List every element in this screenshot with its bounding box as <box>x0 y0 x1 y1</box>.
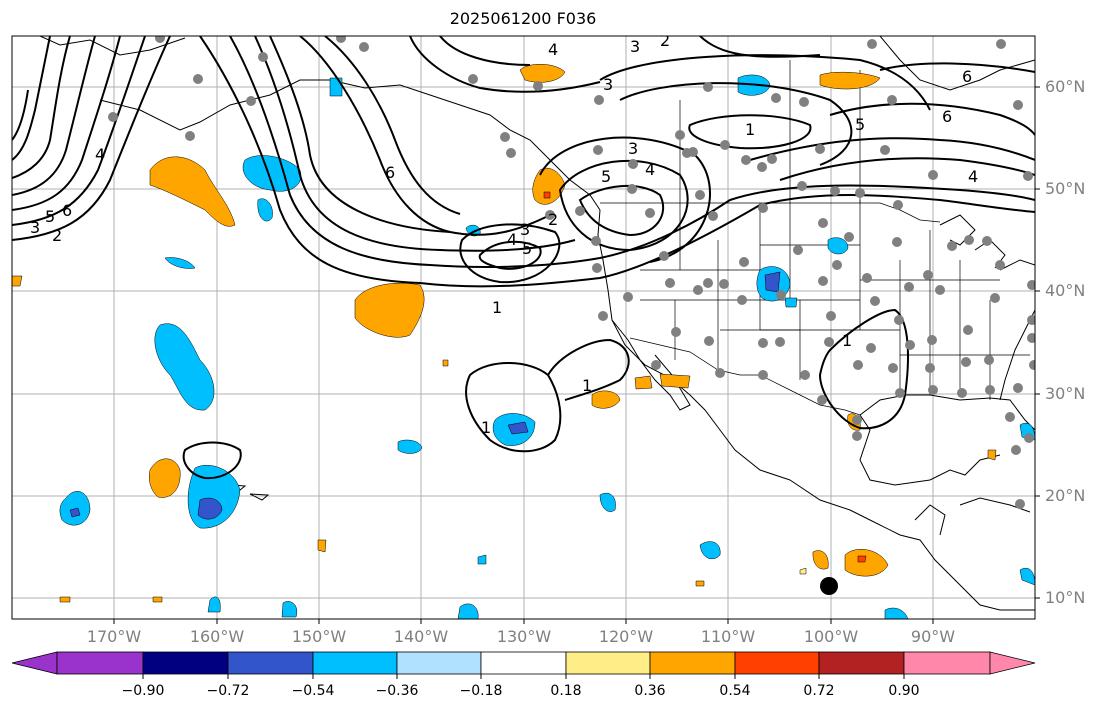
colorbar-segment <box>56 651 144 675</box>
lat-label-40: 40°N <box>1045 281 1086 300</box>
contour-label: 5 <box>45 207 55 226</box>
contour-label: 1 <box>492 298 502 317</box>
contour-label: 5 <box>855 115 865 134</box>
lon-label-120w: 120°W <box>598 627 654 646</box>
colorbar-segment <box>903 651 991 675</box>
colorbar-label: −0.18 <box>459 683 503 699</box>
contour-label: 2 <box>660 31 670 50</box>
colorbar-segment <box>565 651 651 675</box>
colorbar-segment <box>396 651 482 675</box>
political-borders <box>600 60 1030 416</box>
contour-lines <box>12 36 1035 480</box>
contour-label: 1 <box>582 376 592 395</box>
contour-label: 4 <box>95 145 105 164</box>
lat-label-10: 10°N <box>1045 588 1086 607</box>
colorbar-segment <box>312 651 398 675</box>
colorbar-label: −0.72 <box>206 683 250 699</box>
lat-label-30: 30°N <box>1045 384 1086 403</box>
lon-label-130w: 130°W <box>496 627 552 646</box>
colorbar-arrow-left <box>11 651 58 675</box>
contour-label: 1 <box>481 418 491 437</box>
lon-label-100w: 100°W <box>803 627 859 646</box>
colorbar-label: −0.54 <box>291 683 335 699</box>
axis-ticks <box>113 86 1040 624</box>
contour-label: 1 <box>745 120 755 139</box>
contour-label: 5 <box>522 239 532 258</box>
contour-label: 2 <box>52 226 62 245</box>
contour-label-group: 1 1 1 1 1 2 2 2 3 3 3 3 3 4 4 4 4 4 5 5 … <box>30 31 978 437</box>
storm-marker <box>820 577 838 595</box>
map-title: 2025061200 F036 <box>449 9 597 28</box>
contour-label: 4 <box>548 40 558 59</box>
contour-label: 6 <box>385 163 395 182</box>
contour-label: 3 <box>30 218 40 237</box>
lat-label-50: 50°N <box>1045 179 1086 198</box>
colorbar-segment <box>818 651 905 675</box>
contour-label: 3 <box>628 139 638 158</box>
colorbar-label: 0.36 <box>634 683 666 699</box>
colorbar <box>11 651 1036 675</box>
contour-label: 5 <box>601 167 611 186</box>
lon-label-110w: 110°W <box>700 627 756 646</box>
lon-label-160w: 160°W <box>189 627 245 646</box>
lon-label-140w: 140°W <box>393 627 449 646</box>
contour-label: 6 <box>62 201 72 220</box>
lat-label-20: 20°N <box>1045 486 1086 505</box>
colorbar-label: −0.90 <box>121 683 165 699</box>
colorbar-segment <box>480 651 567 675</box>
lat-label-60: 60°N <box>1045 77 1086 96</box>
colorbar-segment <box>734 651 820 675</box>
colorbar-label: 0.72 <box>803 683 835 699</box>
lon-label-170w: 170°W <box>86 627 142 646</box>
colorbar-label: −0.36 <box>375 683 419 699</box>
colorbar-arrow-right <box>989 651 1036 675</box>
contour-label: 2 <box>548 210 558 229</box>
contour-label: 3 <box>630 37 640 56</box>
contour-label: 6 <box>942 107 952 126</box>
colorbar-ticks <box>142 674 905 679</box>
contour-label: 3 <box>520 220 530 239</box>
contour-label: 4 <box>645 160 655 179</box>
contour-label: 3 <box>603 75 613 94</box>
colorbar-label: 0.18 <box>550 683 582 699</box>
positive-anomaly-patches <box>12 64 997 603</box>
colorbar-segment <box>142 651 229 675</box>
colorbar-segment <box>649 651 736 675</box>
contour-label: 4 <box>968 167 978 186</box>
lon-label-150w: 150°W <box>291 627 347 646</box>
contour-label: 4 <box>507 230 517 249</box>
contour-label: 6 <box>962 67 972 86</box>
colorbar-label: 0.90 <box>888 683 920 699</box>
lon-label-90w: 90°W <box>910 627 956 646</box>
colorbar-label: 0.54 <box>719 683 751 699</box>
colorbar-segment <box>227 651 314 675</box>
contour-label: 1 <box>842 331 852 350</box>
station-dots <box>108 36 1035 509</box>
